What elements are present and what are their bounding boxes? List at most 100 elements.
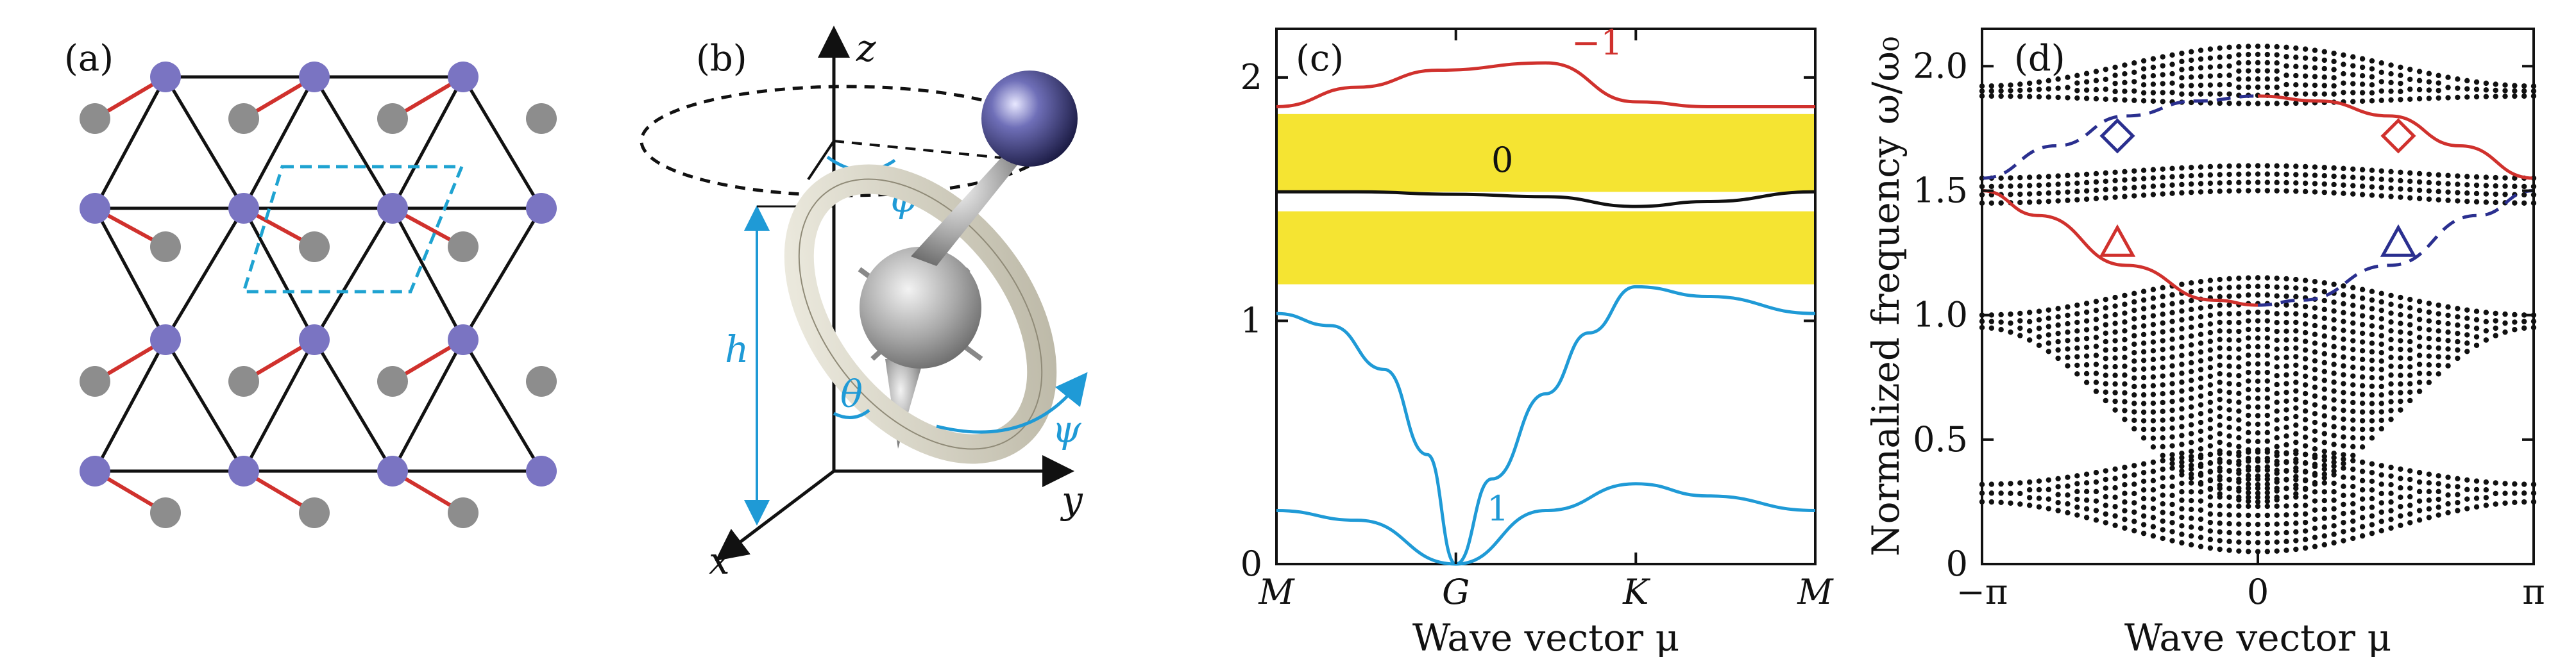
bulk-mode-dot — [2359, 98, 2366, 104]
bulk-mode-dot — [2398, 494, 2403, 500]
bulk-mode-dot — [2293, 72, 2299, 79]
bulk-mode-dot — [2217, 431, 2223, 437]
bulk-mode-dot — [2198, 454, 2204, 461]
bulk-mode-dot — [2378, 500, 2384, 506]
y-tick-label: 0 — [1946, 544, 1968, 584]
lattice-site-purple — [299, 324, 330, 355]
bulk-mode-dot — [2226, 512, 2232, 518]
bulk-mode-dot — [2150, 90, 2157, 96]
bulk-mode-dot — [2255, 473, 2261, 479]
bulk-mode-dot — [2055, 173, 2061, 179]
bulk-mode-dot — [2083, 480, 2090, 486]
bulk-mode-dot — [2103, 511, 2108, 517]
bulk-mode-dot — [2407, 87, 2413, 92]
bulk-mode-dot — [2331, 181, 2337, 188]
bulk-mode-dot — [2369, 504, 2375, 510]
bulk-mode-dot — [2312, 463, 2318, 469]
bulk-mode-dot — [2131, 69, 2137, 76]
bulk-mode-dot — [2388, 490, 2394, 496]
bulk-mode-dot — [2274, 512, 2280, 518]
bulk-mode-dot — [2416, 344, 2423, 349]
bulk-mode-dot — [2312, 322, 2318, 329]
bulk-mode-dot — [2369, 435, 2375, 441]
bulk-mode-dot — [2350, 183, 2356, 188]
bulk-mode-dot — [2359, 524, 2366, 529]
bulk-mode-dot — [2226, 354, 2232, 360]
bulk-mode-dot — [2302, 163, 2309, 170]
bulk-mode-dot — [2341, 283, 2346, 289]
bulk-mode-dot — [2236, 381, 2242, 388]
bulk-mode-dot — [2255, 283, 2261, 290]
bulk-mode-dot — [2359, 444, 2366, 450]
bulk-mode-dot — [2512, 183, 2518, 189]
bulk-mode-dot — [2245, 309, 2251, 315]
bulk-mode-dot — [2189, 378, 2194, 383]
bulk-mode-dot — [2103, 389, 2108, 395]
bulk-mode-dot — [2388, 194, 2394, 199]
bulk-mode-dot — [2026, 479, 2033, 485]
bulk-mode-dot — [2407, 485, 2413, 491]
bulk-mode-dot — [2302, 519, 2309, 526]
bulk-mode-dot — [2093, 96, 2099, 102]
bulk-mode-dot — [2245, 353, 2251, 358]
bulk-mode-dot — [2312, 305, 2318, 311]
bulk-mode-dot — [2131, 97, 2137, 103]
bulk-mode-dot — [2055, 499, 2061, 506]
panel-a-label: (a) — [64, 38, 114, 79]
bulk-mode-dot — [2179, 91, 2185, 97]
bulk-mode-dot — [2217, 337, 2223, 342]
bulk-mode-dot — [2321, 315, 2327, 321]
bulk-mode-dot — [2284, 345, 2289, 352]
bulk-mode-dot — [2083, 506, 2090, 512]
bulk-mode-dot — [2103, 364, 2108, 370]
bulk-mode-dot — [2160, 444, 2165, 450]
bulk-mode-dot — [2245, 438, 2251, 444]
bulk-mode-dot — [2026, 487, 2033, 493]
bulk-mode-dot — [2189, 189, 2194, 195]
bulk-mode-dot — [2112, 363, 2118, 370]
bulk-mode-dot — [2122, 390, 2128, 396]
bulk-mode-dot — [2065, 312, 2071, 319]
bulk-mode-dot — [2416, 317, 2423, 322]
bulk-mode-dot — [2055, 322, 2061, 328]
bulk-mode-dot — [2169, 337, 2175, 342]
bulk-mode-dot — [2122, 499, 2128, 505]
bulk-mode-dot — [2226, 72, 2232, 78]
bulk-mode-dot — [2131, 349, 2137, 356]
bulk-mode-dot — [2350, 527, 2356, 533]
bulk-mode-dot — [2179, 424, 2185, 429]
bulk-mode-dot — [2350, 510, 2356, 515]
bulk-mode-dot — [2074, 473, 2080, 479]
bulk-mode-dot — [2331, 454, 2337, 461]
bulk-mode-dot — [2473, 199, 2480, 205]
bulk-mode-dot — [2169, 372, 2175, 378]
bulk-mode-dot — [2426, 196, 2432, 202]
bulk-mode-dot — [2150, 56, 2157, 62]
bulk-mode-dot — [2169, 328, 2175, 333]
bulk-mode-dot — [2160, 483, 2165, 490]
bulk-mode-dot — [2046, 174, 2051, 179]
bulk-mode-dot — [2112, 178, 2118, 183]
bulk-mode-dot — [2226, 337, 2232, 343]
bulk-mode-dot — [2388, 372, 2394, 378]
bulk-mode-dot — [2464, 199, 2470, 204]
bulk-mode-dot — [2245, 283, 2251, 290]
bulk-mode-dot — [2455, 338, 2461, 345]
bulk-mode-dot — [2398, 363, 2403, 370]
bulk-mode-dot — [2284, 188, 2289, 194]
bulk-mode-dot — [2350, 338, 2356, 344]
bulk-mode-dot — [2217, 328, 2223, 334]
bulk-mode-dot — [2140, 306, 2147, 312]
bulk-mode-dot — [2036, 334, 2042, 340]
bulk-mode-dot — [2179, 454, 2185, 461]
bulk-mode-dot — [2122, 473, 2128, 479]
bulk-mode-dot — [2274, 163, 2280, 169]
bulk-mode-dot — [2160, 373, 2165, 379]
bulk-mode-dot — [2483, 328, 2489, 334]
bulk-mode-dot — [2217, 163, 2223, 169]
bulk-mode-dot — [2284, 424, 2289, 430]
bulk-mode-dot — [2160, 408, 2165, 414]
bulk-mode-dot — [2512, 93, 2518, 99]
bulk-mode-dot — [2160, 294, 2165, 299]
band-gap-region — [1276, 211, 1815, 285]
